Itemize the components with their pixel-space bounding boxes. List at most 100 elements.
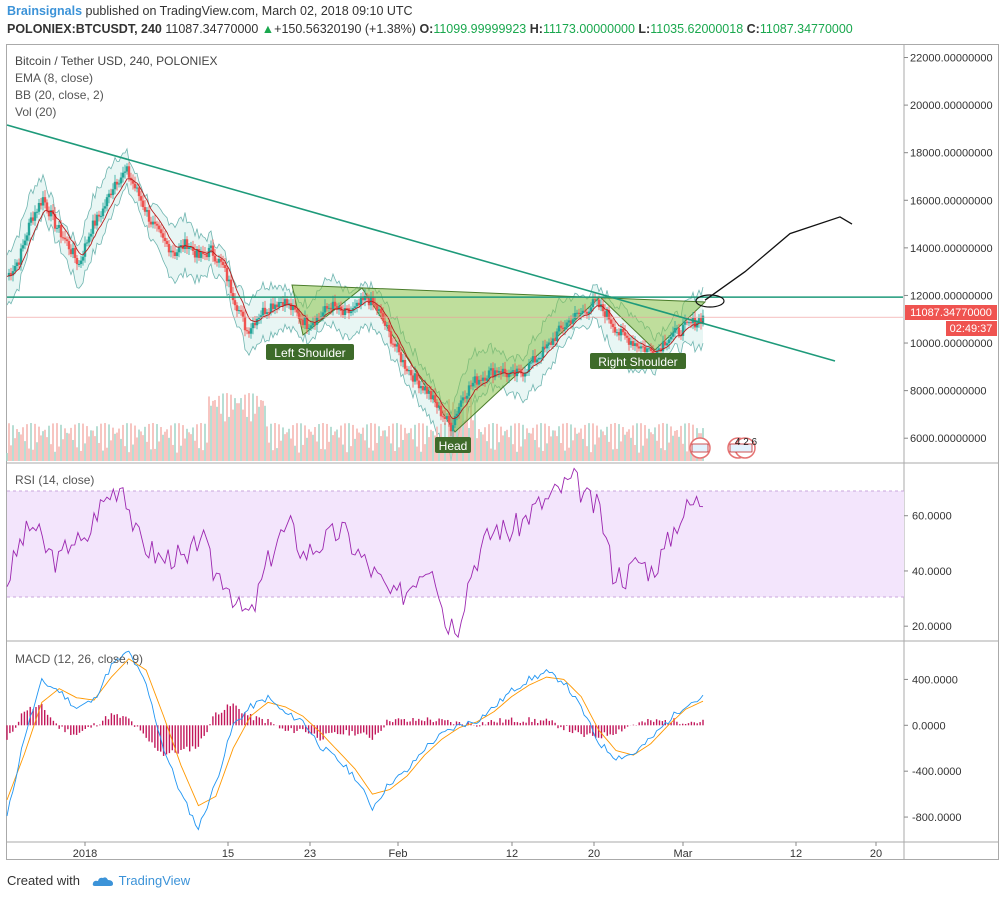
candle-body [11,271,15,276]
volume-bar [640,423,642,461]
candle-body [201,251,205,254]
candle-body [629,341,633,345]
candle-body [459,400,463,407]
candle-body [243,316,247,331]
candle-body [401,359,405,363]
volume-bar [400,424,402,461]
volume-bar [134,425,136,461]
candle-body [17,262,21,265]
candle-body [501,368,505,374]
candle-body [107,193,111,198]
volume-bar [212,400,214,461]
candle-body [215,261,219,263]
volume-bar [314,427,316,461]
candle-body [617,332,621,336]
volume-bar [568,447,570,461]
candle-body [565,322,569,328]
volume-bar [338,437,340,461]
time-tick-label: 15 [222,848,234,860]
candle-body [261,307,265,316]
volume-bar [160,427,162,461]
last-price-badge-text: 11087.34770000 [910,307,992,319]
volume-bar [170,425,172,461]
volume-bar [114,433,116,461]
volume-bar [578,432,580,461]
volume-bar [422,423,424,461]
volume-bar [374,423,376,461]
volume-bar [602,431,604,461]
candle-body [547,342,551,345]
volume-bar [584,424,586,461]
volume-bar [276,448,278,461]
candle-body [665,343,669,346]
macd-legend: MACD (12, 26, close, 9) [15,652,143,666]
volume-bar [574,427,576,461]
candle-body [591,299,595,308]
volume-bar [524,439,526,461]
volume-bar [80,450,82,461]
volume-bar [138,429,140,461]
volume-bar [32,449,34,461]
candle-body [343,308,347,315]
candle-body [603,311,607,318]
main-title: Bitcoin / Tether USD, 240, POLONIEX [15,54,218,68]
open-label: O: [419,22,434,36]
volume-bar [476,438,478,461]
candle-body [605,309,609,318]
candle-body [213,255,217,262]
candle-body [491,368,495,378]
volume-bar [504,431,506,461]
volume-bar [652,434,654,461]
volume-bar [510,425,512,461]
volume-bar [566,423,568,461]
candle-body [289,303,293,311]
candle-body [499,371,503,374]
volume-bar [156,424,158,461]
publish-line: Brainsignals published on TradingView.co… [7,4,413,18]
volume-bar [344,423,346,461]
candle-body [321,312,325,317]
volume-bar [608,441,610,461]
volume-bar [84,443,86,461]
volume-bar [200,423,202,461]
volume-bar [220,413,222,461]
candle-body [335,306,339,310]
volume-bar [514,423,516,461]
countdown-text: 02:49:37 [950,323,993,335]
event-flag-icon[interactable] [689,437,711,459]
candle-body [455,413,459,417]
volume-bar [564,450,566,461]
candle-body [97,214,101,217]
volume-bar [144,426,146,461]
candle-body [325,306,329,309]
candle-body [257,317,261,319]
candle-body [21,245,25,249]
volume-bar [204,423,206,461]
volume-bar [46,437,48,461]
candle-body [27,222,31,236]
volume-bar [342,444,344,461]
volume-bar [128,452,130,461]
event-flag-stack-icon[interactable]: 4 2 6 [727,437,758,459]
candle-body [361,297,365,301]
volume-bar [162,434,164,461]
volume-bar [228,416,230,461]
symbol-label: POLONIEX:BTCUSDT, 240 [7,22,162,36]
volume-bar [226,393,228,461]
candle-body [583,310,587,312]
candle-body [327,307,331,309]
candle-body [113,181,117,190]
tradingview-link[interactable]: TradingView [118,873,191,888]
candle-body [573,312,577,320]
author-name[interactable]: Brainsignals [7,4,83,18]
candle-body [447,416,451,423]
candle-body [69,249,73,255]
volume-bar [442,449,444,461]
volume-bar [502,435,504,461]
volume-bar [224,421,226,461]
volume-bar [318,424,320,461]
candle-body [545,344,549,349]
candle-body [77,263,81,265]
volume-bar [266,426,268,461]
